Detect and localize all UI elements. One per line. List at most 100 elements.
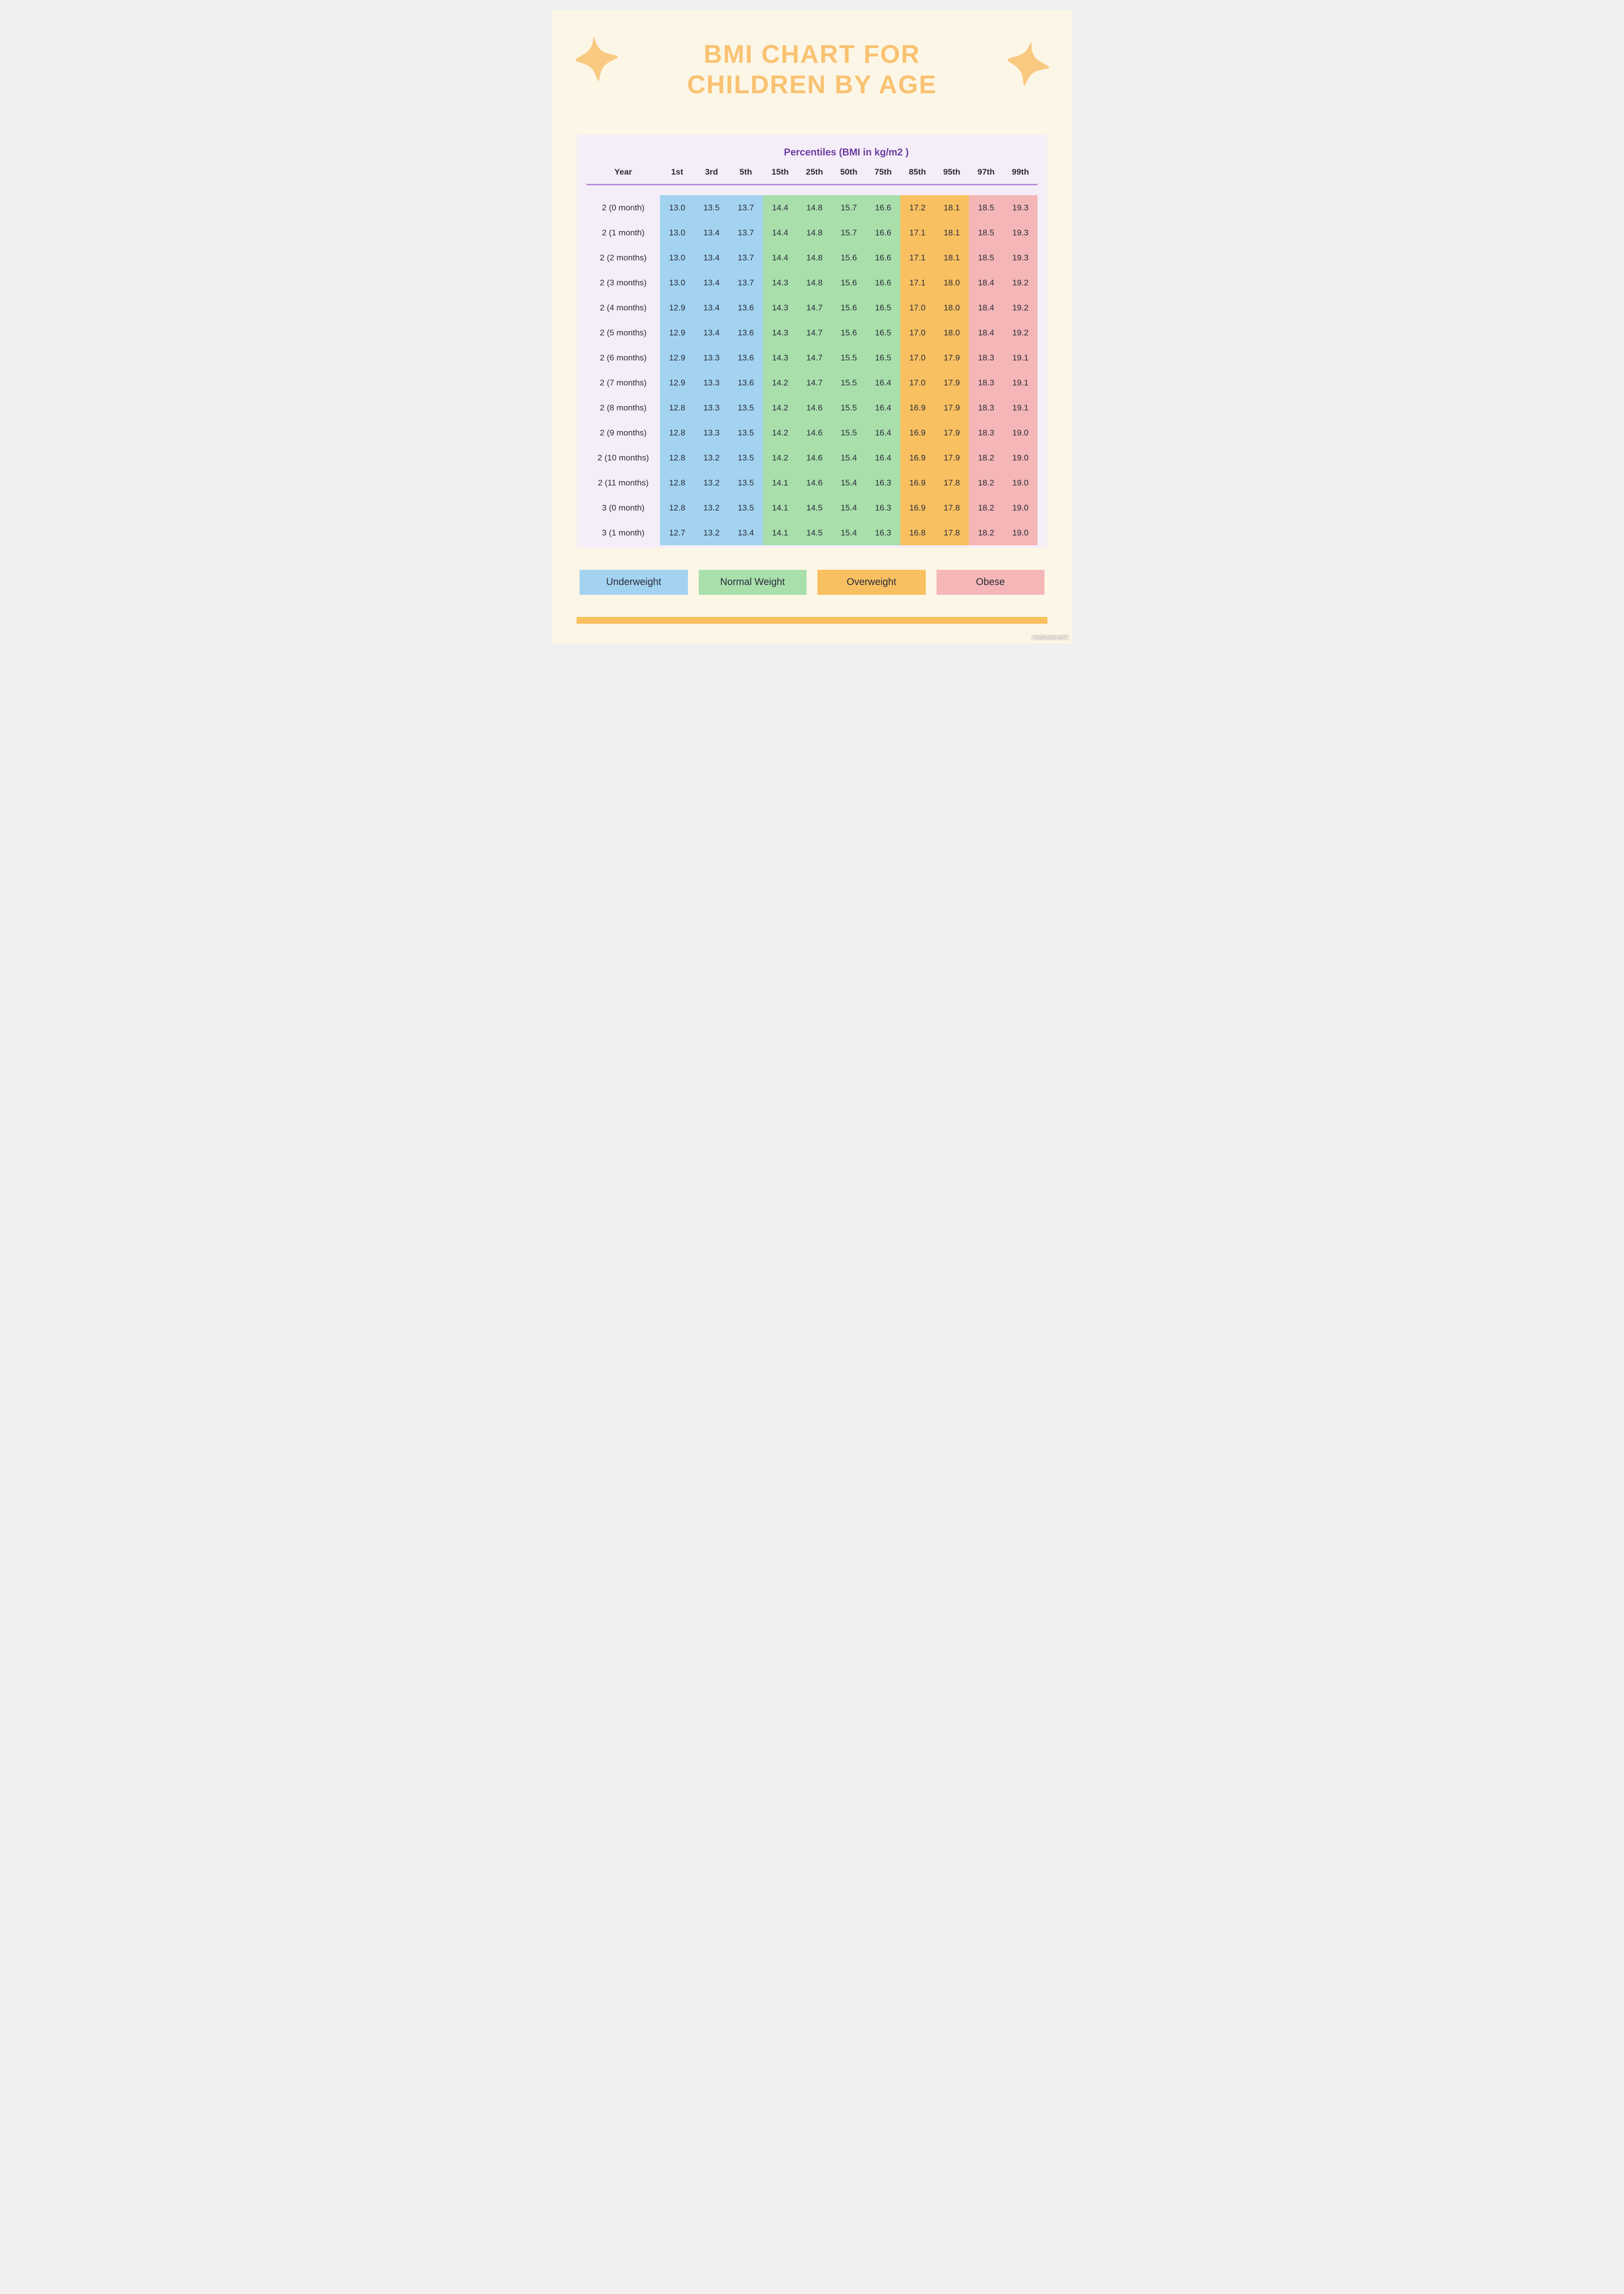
bmi-cell: 18.5 [969,245,1003,270]
bmi-cell: 16.3 [866,520,900,545]
table-row: 2 (4 months)12.913.413.614.314.715.616.5… [586,295,1038,320]
bmi-cell: 15.4 [832,520,866,545]
bmi-cell: 13.6 [729,345,763,370]
bmi-cell: 13.7 [729,245,763,270]
bmi-cell: 16.6 [866,270,900,295]
percentile-column-header: 95th [935,167,969,185]
year-cell: 2 (7 months) [586,370,660,395]
bmi-cell: 14.1 [763,470,797,495]
bmi-cell: 15.6 [832,295,866,320]
bmi-cell: 14.3 [763,270,797,295]
percentile-column-header: 75th [866,167,900,185]
bmi-cell: 16.3 [866,470,900,495]
bmi-cell: 12.9 [660,370,694,395]
bmi-cell: 14.8 [797,270,832,295]
divider-row [586,184,1038,195]
bmi-cell: 14.2 [763,395,797,420]
bmi-cell: 15.6 [832,320,866,345]
year-cell: 2 (5 months) [586,320,660,345]
bmi-cell: 16.4 [866,445,900,470]
bmi-cell: 13.0 [660,245,694,270]
bmi-cell: 13.7 [729,195,763,220]
percentile-column-header: 1st [660,167,694,185]
bmi-cell: 18.5 [969,220,1003,245]
bmi-table: Year1st3rd5th15th25th50th75th85th95th97t… [586,167,1038,546]
table-body: 2 (0 month)13.013.513.714.414.815.716.61… [586,184,1038,545]
bmi-cell: 14.4 [763,220,797,245]
bmi-cell: 13.0 [660,220,694,245]
bmi-cell: 17.1 [900,220,935,245]
bmi-cell: 14.6 [797,445,832,470]
year-cell: 2 (6 months) [586,345,660,370]
bmi-cell: 14.8 [797,245,832,270]
bmi-table-container: Percentiles (BMI in kg/m2 ) Year1st3rd5t… [577,135,1047,548]
bmi-cell: 16.6 [866,245,900,270]
page-title: BMI CHART FOR CHILDREN BY AGE [577,39,1047,101]
bmi-cell: 17.0 [900,320,935,345]
bmi-cell: 19.1 [1003,370,1038,395]
bmi-cell: 13.3 [694,420,729,445]
bmi-cell: 17.8 [935,495,969,520]
bmi-cell: 15.5 [832,345,866,370]
bmi-cell: 13.5 [729,445,763,470]
star-icon [570,32,623,85]
bmi-cell: 13.4 [694,270,729,295]
bmi-cell: 15.4 [832,445,866,470]
bmi-cell: 17.0 [900,345,935,370]
bmi-cell: 16.5 [866,345,900,370]
bmi-cell: 13.2 [694,470,729,495]
bmi-cell: 19.1 [1003,395,1038,420]
year-cell: 2 (11 months) [586,470,660,495]
bmi-cell: 16.5 [866,320,900,345]
bmi-cell: 15.4 [832,470,866,495]
footer-bar [577,617,1047,624]
bmi-cell: 13.2 [694,520,729,545]
bmi-cell: 15.5 [832,395,866,420]
bmi-cell: 14.1 [763,520,797,545]
bmi-cell: 15.5 [832,370,866,395]
legend-normal: Normal Weight [699,570,807,595]
bmi-cell: 13.4 [694,320,729,345]
year-cell: 2 (8 months) [586,395,660,420]
bmi-cell: 14.8 [797,195,832,220]
bmi-cell: 16.9 [900,470,935,495]
year-cell: 2 (3 months) [586,270,660,295]
table-row: 2 (11 months)12.813.213.514.114.615.416.… [586,470,1038,495]
percentile-column-header: 5th [729,167,763,185]
bmi-cell: 18.1 [935,220,969,245]
bmi-cell: 14.5 [797,520,832,545]
bmi-cell: 13.6 [729,295,763,320]
legend-underweight: Underweight [580,570,688,595]
legend-overweight: Overweight [817,570,926,595]
bmi-cell: 13.2 [694,445,729,470]
bmi-cell: 16.4 [866,395,900,420]
bmi-cell: 16.9 [900,495,935,520]
bmi-cell: 19.2 [1003,295,1038,320]
bmi-cell: 16.3 [866,495,900,520]
bmi-cell: 19.0 [1003,495,1038,520]
bmi-cell: 14.6 [797,395,832,420]
bmi-cell: 13.4 [694,245,729,270]
bmi-cell: 15.7 [832,220,866,245]
bmi-cell: 13.5 [729,495,763,520]
bmi-cell: 12.8 [660,470,694,495]
bmi-cell: 18.4 [969,295,1003,320]
bmi-cell: 12.8 [660,395,694,420]
bmi-cell: 13.3 [694,345,729,370]
bmi-cell: 19.0 [1003,420,1038,445]
bmi-cell: 19.3 [1003,220,1038,245]
bmi-cell: 15.7 [832,195,866,220]
bmi-cell: 12.8 [660,420,694,445]
bmi-cell: 14.7 [797,345,832,370]
bmi-cell: 13.5 [694,195,729,220]
bmi-cell: 17.8 [935,470,969,495]
bmi-cell: 17.9 [935,395,969,420]
table-row: 2 (6 months)12.913.313.614.314.715.516.5… [586,345,1038,370]
bmi-cell: 14.7 [797,320,832,345]
bmi-cell: 18.2 [969,520,1003,545]
star-icon [999,35,1056,92]
bmi-cell: 17.1 [900,245,935,270]
year-cell: 3 (0 month) [586,495,660,520]
year-cell: 3 (1 month) [586,520,660,545]
percentile-column-header: 50th [832,167,866,185]
